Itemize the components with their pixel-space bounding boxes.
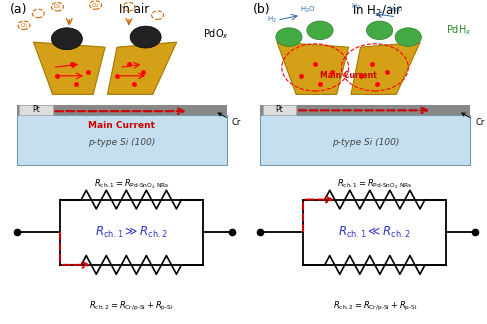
Text: p-type Si (100): p-type Si (100) — [332, 138, 399, 147]
Text: $O_2$: $O_2$ — [92, 1, 100, 9]
Text: p-type Si (100): p-type Si (100) — [88, 138, 155, 147]
Text: $R_{\mathrm{ch.1}} \gg R_{\mathrm{ch.2}}$: $R_{\mathrm{ch.1}} \gg R_{\mathrm{ch.2}}… — [95, 225, 168, 240]
Text: $R_{\mathrm{ch.1}} = R_{\mathrm{Pd\text{-}SnO_2\ NRs}}$: $R_{\mathrm{ch.1}} = R_{\mathrm{Pd\text{… — [94, 178, 169, 191]
Text: PdO$_x$: PdO$_x$ — [203, 27, 229, 40]
Text: H$_2$: H$_2$ — [351, 2, 361, 12]
Text: Main Current: Main Current — [88, 121, 155, 130]
Bar — [17, 105, 227, 115]
Text: H$_2$: H$_2$ — [267, 15, 277, 25]
Text: H$_2$O: H$_2$O — [389, 5, 404, 15]
Polygon shape — [34, 42, 105, 94]
Polygon shape — [108, 42, 177, 94]
FancyBboxPatch shape — [261, 115, 470, 165]
Text: $R_{\mathrm{ch.2}} = R_{\mathrm{Cr/p\text{-}Si}} + R_{\mathrm{p\text{-}Si}}$: $R_{\mathrm{ch.2}} = R_{\mathrm{Cr/p\tex… — [333, 300, 417, 313]
Text: Pt: Pt — [32, 105, 40, 114]
Bar — [19, 105, 53, 115]
Bar — [262, 105, 296, 115]
Circle shape — [130, 26, 161, 48]
Polygon shape — [351, 42, 420, 94]
Text: $R_{\mathrm{ch.1}} \ll R_{\mathrm{ch.2}}$: $R_{\mathrm{ch.1}} \ll R_{\mathrm{ch.2}}… — [338, 225, 412, 240]
FancyBboxPatch shape — [17, 115, 227, 165]
Text: Cr: Cr — [462, 113, 485, 127]
Polygon shape — [277, 42, 349, 94]
Text: Cr: Cr — [218, 113, 241, 127]
Text: $O_2$: $O_2$ — [20, 21, 28, 30]
Circle shape — [307, 21, 333, 40]
Text: PdH$_x$: PdH$_x$ — [447, 23, 472, 37]
Text: Main Current: Main Current — [320, 71, 377, 80]
Text: $R_{\mathrm{ch.2}} = R_{\mathrm{Cr/p\text{-}Si}} + R_{\mathrm{p\text{-}Si}}$: $R_{\mathrm{ch.2}} = R_{\mathrm{Cr/p\tex… — [89, 300, 173, 313]
Circle shape — [276, 28, 302, 46]
Circle shape — [395, 28, 421, 46]
Bar — [261, 105, 470, 115]
Circle shape — [367, 21, 393, 40]
Text: Pt: Pt — [276, 105, 283, 114]
Circle shape — [52, 28, 82, 50]
Text: H$_2$O: H$_2$O — [300, 5, 316, 15]
Text: In H$_2$/air: In H$_2$/air — [352, 3, 402, 19]
Text: (a): (a) — [10, 3, 27, 17]
Text: $O_2$: $O_2$ — [53, 2, 61, 11]
Text: In air: In air — [119, 3, 149, 17]
Text: (b): (b) — [253, 3, 271, 17]
Text: $R_{\mathrm{ch.1}} = R_{\mathrm{Pd\text{-}SnO_2\ NRs}}$: $R_{\mathrm{ch.1}} = R_{\mathrm{Pd\text{… — [337, 178, 412, 191]
